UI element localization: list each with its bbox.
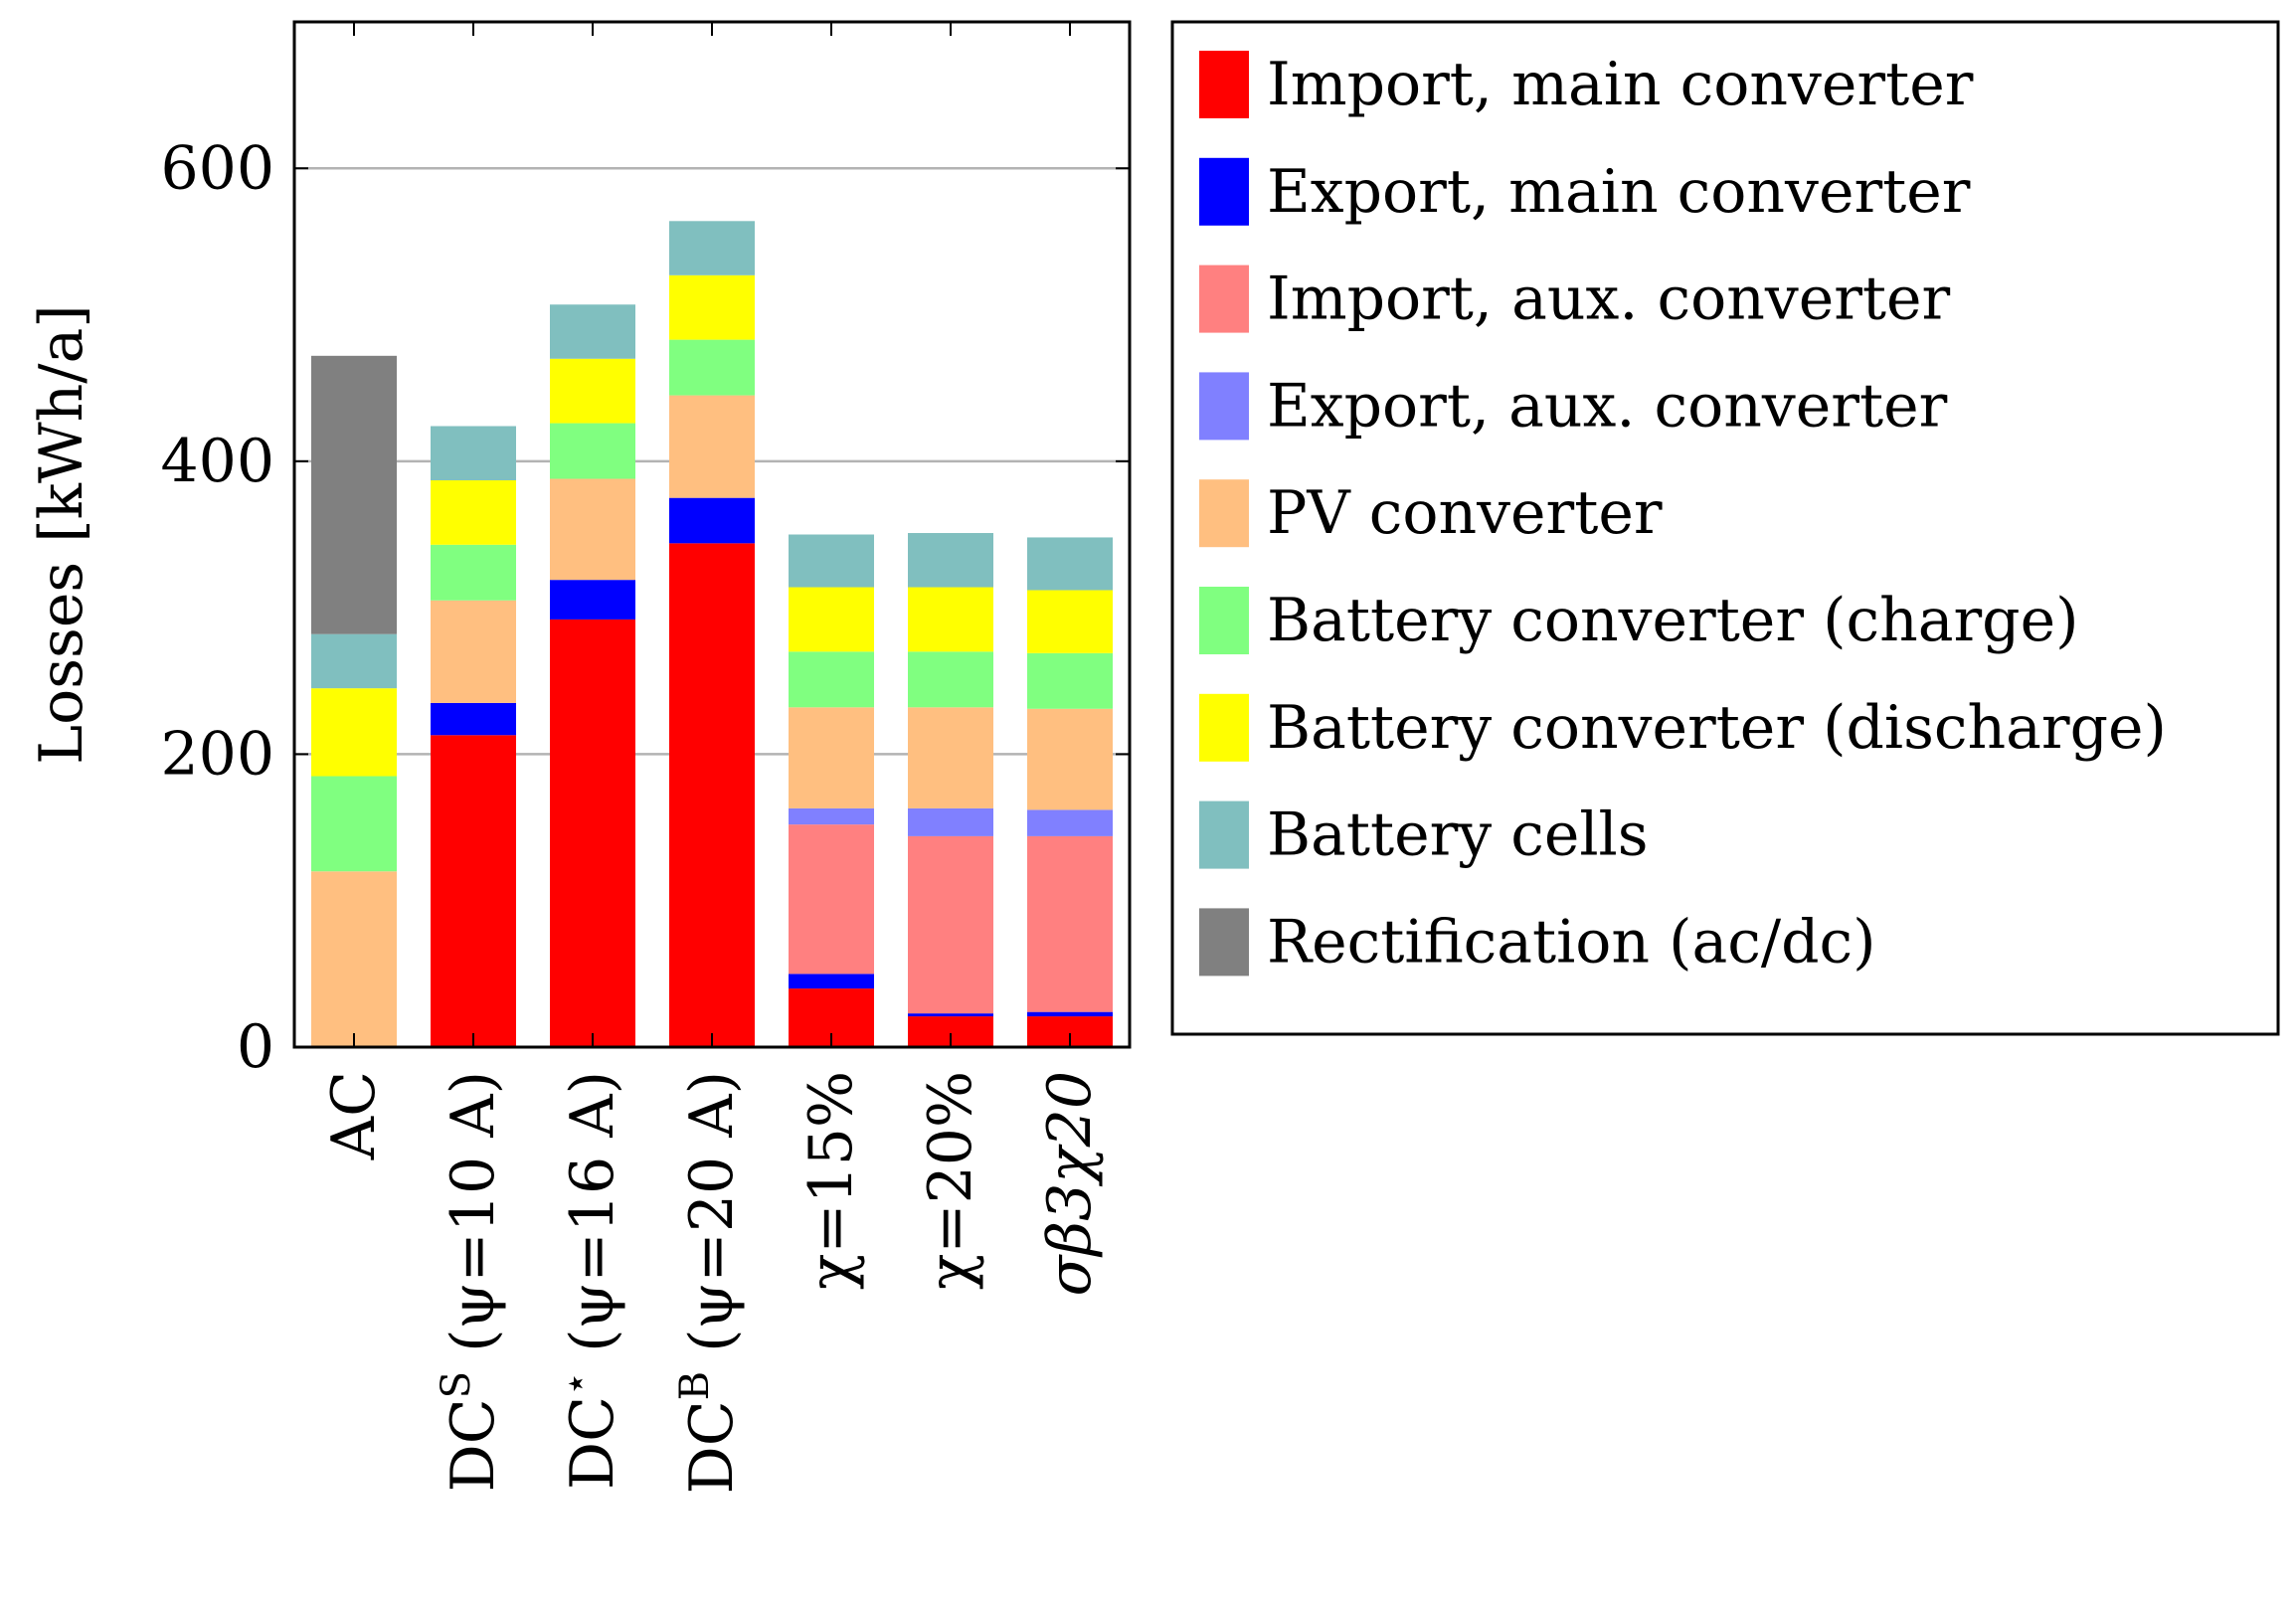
- bar-segment: [789, 824, 874, 975]
- bar-segment: [908, 807, 993, 836]
- bar-segment: [908, 1013, 993, 1017]
- x-tick-label: AC: [319, 1071, 389, 1160]
- legend-label: Export, aux. converter: [1267, 371, 1948, 441]
- legend-label: Battery cells: [1267, 800, 1649, 870]
- bar-segment: [311, 355, 397, 634]
- x-tick-label: DCB (ψ=20 A): [672, 1071, 747, 1494]
- legend-swatch: [1199, 908, 1249, 977]
- bar-segment: [1027, 708, 1113, 810]
- bar-segment: [1027, 537, 1113, 591]
- legend-swatch: [1199, 265, 1249, 333]
- bar-segment: [1027, 835, 1113, 1012]
- bar-segment: [789, 651, 874, 708]
- legend-swatch: [1199, 479, 1249, 548]
- bar-segment: [669, 497, 755, 544]
- bar-segment: [908, 587, 993, 652]
- bar-segment: [431, 426, 516, 481]
- legend-label: Battery converter (discharge): [1267, 693, 2167, 763]
- x-tick-label: σβ3χ20: [1035, 1071, 1105, 1297]
- bar-segment: [669, 543, 755, 1047]
- legend-label: PV converter: [1267, 478, 1663, 548]
- legend-swatch: [1199, 51, 1249, 118]
- bar-segment: [550, 580, 635, 620]
- y-tick-label: 600: [160, 133, 274, 203]
- bar-segment: [311, 776, 397, 872]
- bar-segment: [1027, 590, 1113, 653]
- bar-segment: [789, 534, 874, 588]
- y-tick-label: 400: [160, 427, 274, 496]
- legend-swatch: [1199, 693, 1249, 762]
- x-tick-label: χ=20%: [916, 1071, 985, 1290]
- legend-swatch: [1199, 587, 1249, 654]
- x-tick-label: DCS (ψ=10 A): [434, 1071, 508, 1492]
- bar-segment: [431, 600, 516, 703]
- bar-segment: [789, 807, 874, 825]
- bar-segment: [550, 304, 635, 359]
- bar-segment: [550, 478, 635, 581]
- bar-segment: [669, 339, 755, 396]
- bar-segment: [1027, 1011, 1113, 1017]
- bar-segment: [550, 423, 635, 479]
- bar-segment: [1027, 809, 1113, 836]
- bar-segment: [789, 974, 874, 989]
- bar-segment: [311, 688, 397, 777]
- legend-swatch: [1199, 372, 1249, 441]
- legend-swatch: [1199, 157, 1249, 226]
- bar-segment: [431, 544, 516, 601]
- x-tick-label: χ=15%: [796, 1071, 866, 1290]
- bar-segment: [908, 835, 993, 1014]
- axis-ticks: [294, 22, 1130, 1048]
- legend-label: Import, main converter: [1267, 50, 1974, 119]
- bar-segment: [1027, 652, 1113, 709]
- y-tick-label: 200: [160, 719, 274, 789]
- legend-label: Battery converter (charge): [1267, 586, 2079, 655]
- legend: Import, main converter Export, main conve…: [1170, 20, 2280, 1036]
- bar-segment: [669, 274, 755, 340]
- bar-segment: [669, 221, 755, 275]
- bars: [311, 221, 1113, 1047]
- legend-items: Import, main converter Export, main conve…: [1199, 50, 2167, 977]
- bar-segment: [431, 735, 516, 1047]
- bar-segment: [789, 587, 874, 652]
- legend-frame: [1170, 20, 2280, 1036]
- y-tick-labels: 0 200 400 600: [160, 133, 274, 1082]
- bar-segment: [908, 707, 993, 808]
- bar-segment: [908, 651, 993, 708]
- bar-segment: [550, 358, 635, 424]
- x-tick-label: DC⋆ (ψ=16 A): [553, 1071, 627, 1490]
- bar-segment: [431, 480, 516, 545]
- bar-segment: [311, 871, 397, 1047]
- legend-label: Rectification (ac/dc): [1267, 907, 1876, 977]
- y-axis-label: Losses [kWh/a]: [27, 304, 96, 764]
- bar-segment: [550, 619, 635, 1047]
- x-tick-labels: AC DCS (ψ=10 A) DC⋆ (ψ=16 A) DCB (ψ=20 A) χ=…: [319, 1071, 1105, 1494]
- legend-swatch: [1199, 800, 1249, 869]
- legend-label: Export, main converter: [1267, 157, 1971, 227]
- bar-segment: [311, 633, 397, 689]
- bar-segment: [908, 533, 993, 588]
- bar-segment: [669, 395, 755, 498]
- bar-segment: [789, 707, 874, 808]
- legend-label: Import, aux. converter: [1267, 265, 1951, 334]
- bar-segment: [431, 702, 516, 736]
- y-tick-label: 0: [237, 1012, 274, 1082]
